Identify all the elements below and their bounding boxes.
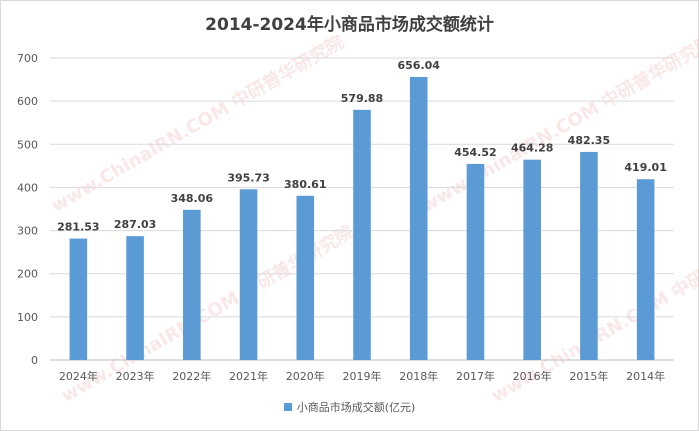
legend: 小商品市场成交额(亿元) — [0, 399, 699, 415]
x-tick-label: 2023年 — [116, 369, 155, 383]
x-tick-label: 2020年 — [286, 369, 325, 383]
data-label: 482.35 — [568, 134, 610, 147]
data-label: 287.03 — [114, 218, 156, 231]
y-tick-label: 300 — [17, 225, 38, 238]
data-label: 454.52 — [454, 146, 496, 159]
y-tick-label: 100 — [17, 311, 38, 324]
x-tick-label: 2018年 — [399, 369, 438, 383]
bar — [353, 109, 371, 360]
x-tick-label: 2014年 — [626, 369, 665, 383]
legend-label: 小商品市场成交额(亿元) — [296, 401, 416, 414]
bar — [409, 76, 428, 360]
y-tick-label: 0 — [31, 354, 38, 367]
data-label: 380.61 — [284, 178, 326, 191]
y-tick-label: 400 — [17, 181, 38, 194]
data-label: 395.73 — [227, 171, 269, 184]
bar — [466, 163, 485, 360]
x-tick-label: 2022年 — [172, 369, 211, 383]
y-tick-label: 600 — [17, 95, 38, 108]
bar — [239, 189, 258, 360]
chart-title: 2014-2024年小商品市场成交额统计 — [205, 15, 494, 35]
data-label: 419.01 — [624, 161, 666, 174]
data-label: 656.04 — [398, 59, 441, 72]
bar — [523, 159, 541, 360]
data-label: 579.88 — [341, 92, 383, 105]
y-tick-label: 700 — [17, 52, 38, 65]
bar — [636, 179, 655, 360]
data-label: 281.53 — [57, 221, 99, 234]
x-tick-label: 2019年 — [343, 369, 382, 383]
bar — [126, 236, 144, 360]
bar — [580, 151, 598, 360]
y-tick-label: 500 — [17, 138, 38, 151]
x-tick-label: 2017年 — [456, 369, 495, 383]
x-tick-label: 2024年 — [59, 369, 98, 383]
x-tick-label: 2015年 — [569, 369, 608, 383]
data-label: 464.28 — [511, 142, 553, 155]
bar — [183, 209, 201, 360]
legend-swatch — [283, 403, 292, 411]
data-label: 348.06 — [171, 192, 214, 205]
y-tick-label: 200 — [17, 268, 38, 281]
x-tick-label: 2021年 — [229, 369, 268, 383]
bar — [69, 238, 88, 360]
x-tick-label: 2016年 — [513, 369, 552, 383]
bar — [296, 195, 315, 360]
